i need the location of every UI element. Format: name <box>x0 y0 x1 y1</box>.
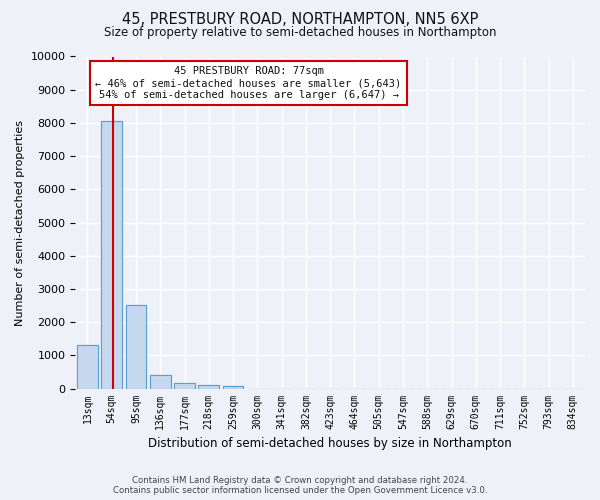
Bar <box>101 122 122 388</box>
Y-axis label: Number of semi-detached properties: Number of semi-detached properties <box>15 120 25 326</box>
Text: Contains HM Land Registry data © Crown copyright and database right 2024.
Contai: Contains HM Land Registry data © Crown c… <box>113 476 487 495</box>
Bar <box>150 376 170 388</box>
Bar <box>125 304 146 388</box>
Bar <box>199 385 219 388</box>
Bar <box>77 346 98 389</box>
Text: 45, PRESTBURY ROAD, NORTHAMPTON, NN5 6XP: 45, PRESTBURY ROAD, NORTHAMPTON, NN5 6XP <box>122 12 478 28</box>
X-axis label: Distribution of semi-detached houses by size in Northampton: Distribution of semi-detached houses by … <box>148 437 512 450</box>
Bar <box>223 386 244 388</box>
Bar <box>174 384 195 388</box>
Bar <box>150 376 170 388</box>
Bar <box>199 385 219 388</box>
Bar <box>125 304 146 388</box>
Text: 45 PRESTBURY ROAD: 77sqm
← 46% of semi-detached houses are smaller (5,643)
54% o: 45 PRESTBURY ROAD: 77sqm ← 46% of semi-d… <box>95 66 402 100</box>
Bar <box>77 346 98 389</box>
Bar <box>223 386 244 388</box>
Bar <box>101 122 122 388</box>
Bar <box>174 384 195 388</box>
Text: Size of property relative to semi-detached houses in Northampton: Size of property relative to semi-detach… <box>104 26 496 39</box>
